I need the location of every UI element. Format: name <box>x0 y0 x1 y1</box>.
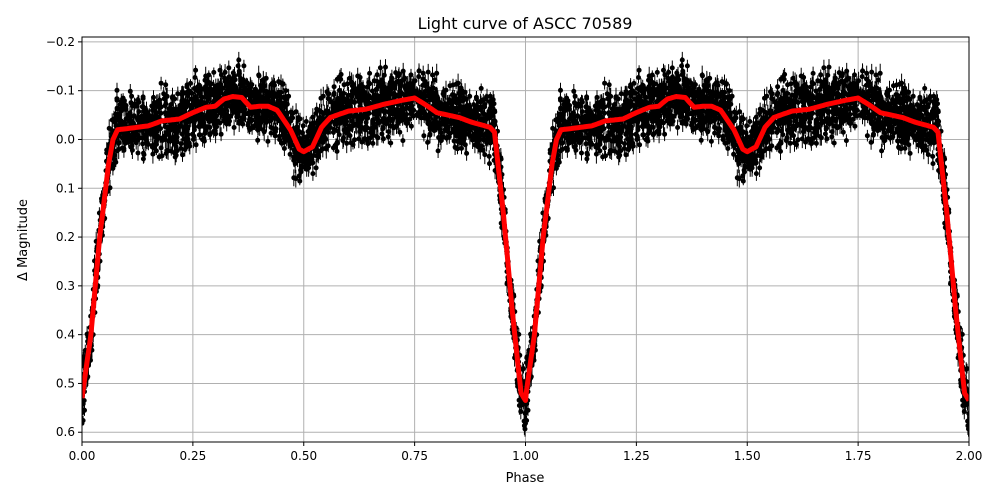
x-tick-label: 1.00 <box>512 449 539 463</box>
y-tick-label: −0.1 <box>46 84 75 98</box>
x-tick-label: 0.00 <box>69 449 96 463</box>
x-tick-label: 1.25 <box>623 449 650 463</box>
y-tick-label: 0.2 <box>56 230 75 244</box>
x-tick-label: 0.25 <box>180 449 207 463</box>
x-tick-label: 1.75 <box>845 449 872 463</box>
y-tick-label: 0.3 <box>56 279 75 293</box>
model-curve <box>82 94 969 403</box>
y-tick-label: −0.2 <box>46 35 75 49</box>
y-axis-label: Δ Magnitude <box>16 199 31 281</box>
y-tick-label: 0.4 <box>56 328 75 342</box>
x-tick-label: 2.00 <box>956 449 983 463</box>
x-tick-label: 0.75 <box>401 449 428 463</box>
y-tick-label: 0.0 <box>56 132 75 146</box>
x-tick-label: 1.50 <box>734 449 761 463</box>
y-tick-label: 0.5 <box>56 376 75 390</box>
y-tick-label: 0.6 <box>56 425 75 439</box>
chart-title: Light curve of ASCC 70589 <box>418 14 633 33</box>
ticks: 0.00 0.25 0.50 0.75 1.00 1.25 1.50 1.75 2.00 −0.2… <box>46 35 983 463</box>
y-tick-label: 0.1 <box>56 181 75 195</box>
x-axis-label: Phase <box>506 471 545 486</box>
x-tick-label: 0.50 <box>290 449 317 463</box>
